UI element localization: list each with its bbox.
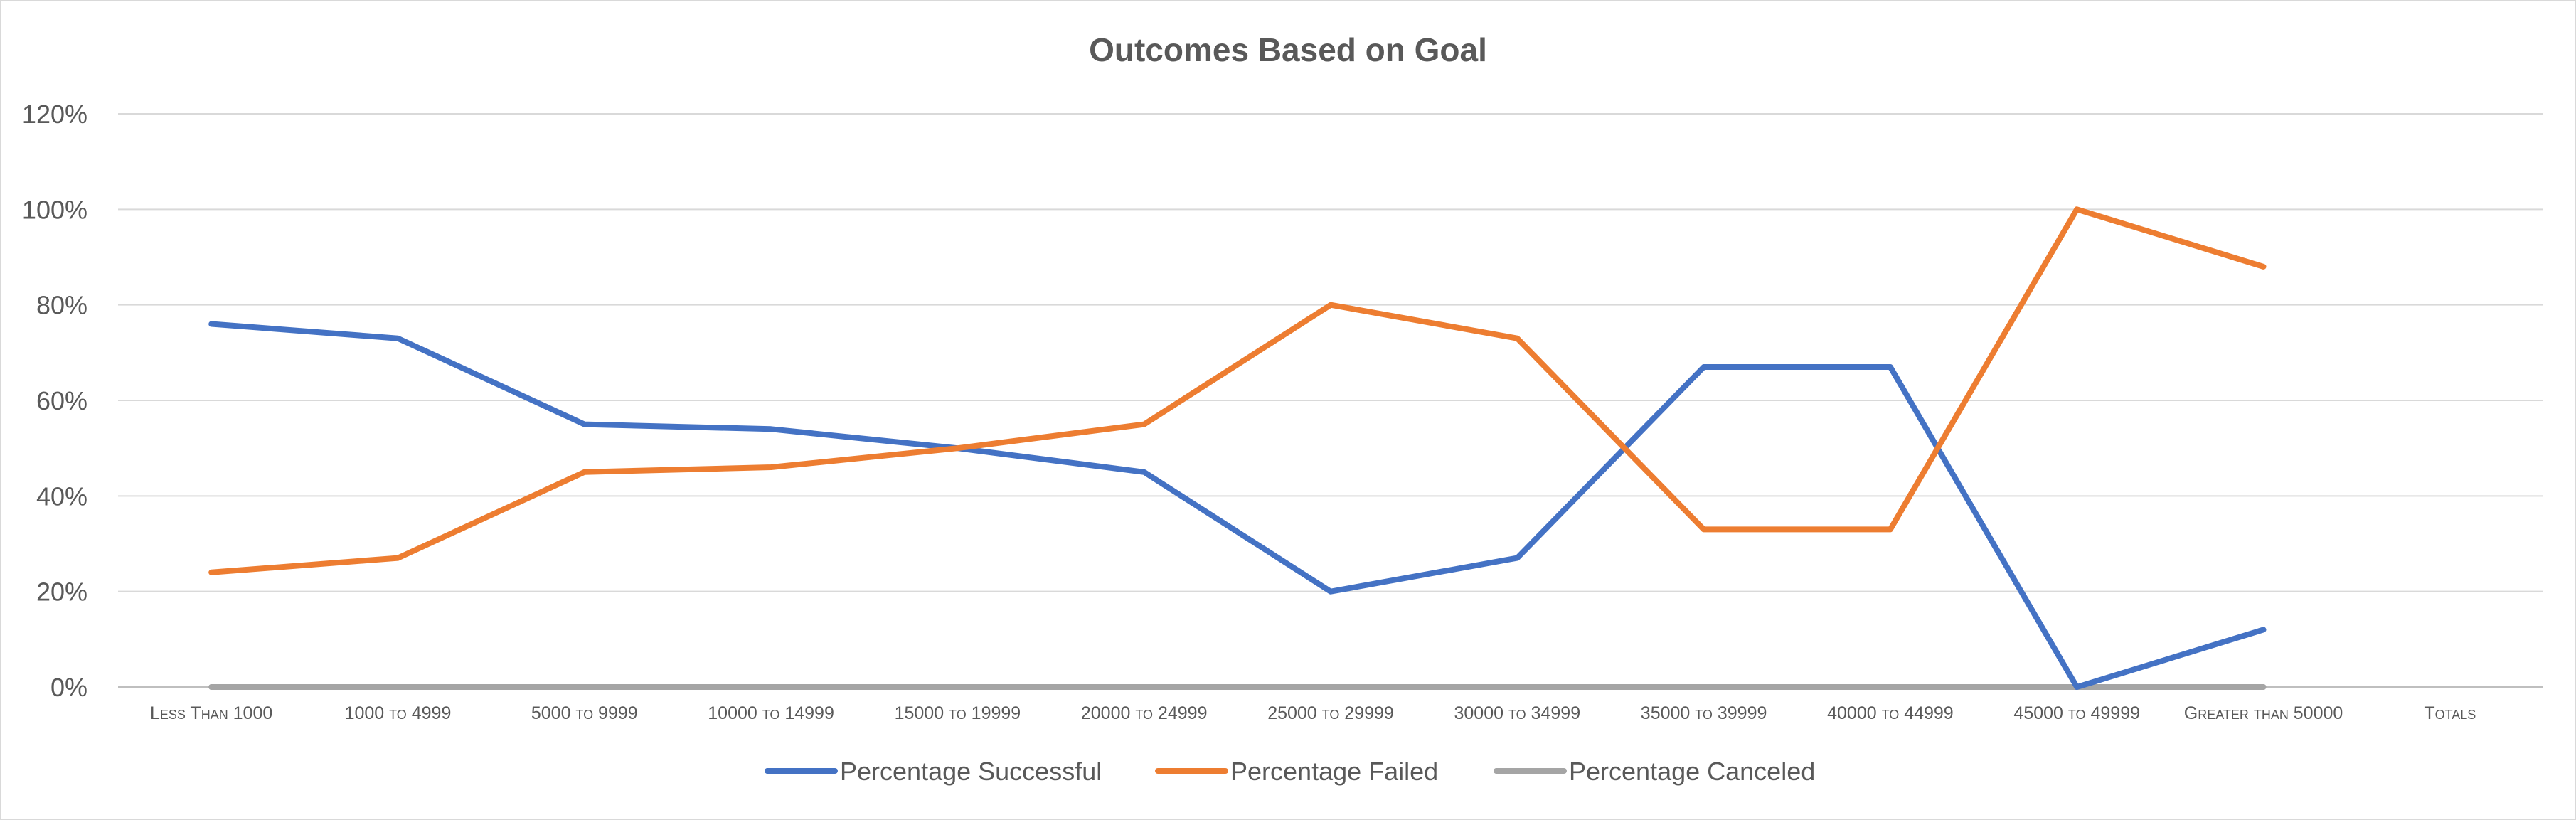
x-tick-label: 10000 to 14999 [708, 703, 834, 723]
legend-label: Percentage Successful [840, 757, 1102, 786]
y-tick-label: 120% [22, 100, 87, 129]
x-tick-label: 25000 to 29999 [1267, 703, 1394, 723]
x-tick-label: 35000 to 39999 [1641, 703, 1767, 723]
y-tick-label: 40% [36, 481, 87, 511]
y-tick-label: 0% [50, 673, 87, 702]
y-tick-label: 80% [36, 291, 87, 320]
x-tick-label: Totals [2424, 703, 2476, 723]
legend-label: Percentage Canceled [1569, 757, 1815, 786]
series-line-0 [208, 321, 2267, 690]
series-lines [208, 206, 2267, 690]
series-line-1 [208, 206, 2267, 575]
chart-title: Outcomes Based on Goal [1089, 31, 1487, 68]
x-tick-label: Less Than 1000 [150, 703, 272, 723]
x-tick-label: 1000 to 4999 [345, 703, 452, 723]
x-tick-label: 30000 to 34999 [1454, 703, 1581, 723]
x-tick-label: 15000 to 19999 [895, 703, 1021, 723]
y-tick-label: 100% [22, 195, 87, 224]
legend: Percentage Successful Percentage Failed Pe… [765, 757, 1815, 786]
x-axis-labels: Less Than 1000 1000 to 4999 5000 to 9999 10… [150, 703, 2476, 723]
y-axis-labels: 0% 20% 40% 60% 80% 100% 120% [22, 100, 87, 702]
x-tick-label: 40000 to 44999 [1827, 703, 1954, 723]
x-tick-label: 20000 to 24999 [1081, 703, 1208, 723]
gridlines [118, 113, 2543, 688]
x-tick-label: Greater than 50000 [2184, 703, 2343, 723]
y-tick-label: 60% [36, 386, 87, 415]
x-tick-label: 45000 to 49999 [2013, 703, 2140, 723]
y-tick-label: 20% [36, 577, 87, 607]
x-tick-label: 5000 to 9999 [531, 703, 638, 723]
legend-label: Percentage Failed [1230, 757, 1438, 786]
